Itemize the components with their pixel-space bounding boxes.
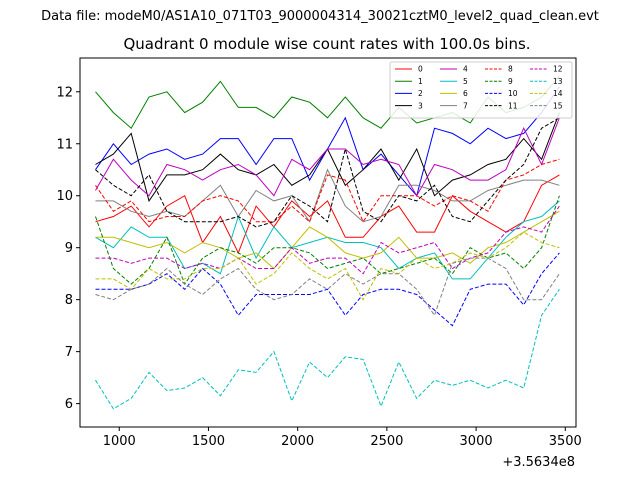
legend-label-15: 15 (553, 101, 563, 110)
series-layer (95, 75, 560, 410)
x-offset-label: +3.5634e8 (502, 455, 575, 470)
x-tick-label: 2000 (281, 434, 314, 449)
series-line-0 (95, 174, 560, 255)
x-axis: 1000 1500 2000 2500 3000 3500 (103, 427, 582, 449)
figure-suptitle: Data file: modeM0/AS1A10_071T03_90000043… (41, 9, 599, 24)
x-tick-label: 3000 (460, 434, 493, 449)
x-tick-label: 2500 (370, 434, 403, 449)
legend-label-5: 5 (463, 77, 468, 86)
series-line-10 (95, 252, 560, 327)
legend-label-1: 1 (418, 77, 423, 86)
legend-label-3: 3 (418, 101, 423, 110)
chart-title: Quadrant 0 module wise count rates with … (123, 35, 530, 53)
series-line-15 (95, 257, 560, 317)
legend-label-14: 14 (553, 89, 563, 98)
legend-label-2: 2 (418, 89, 423, 98)
x-tick-label: 1500 (192, 434, 225, 449)
legend-label-11: 11 (508, 101, 518, 110)
series-line-14 (95, 231, 560, 301)
legend-label-10: 10 (508, 89, 518, 98)
y-tick-label: 6 (65, 397, 73, 412)
legend-label-6: 6 (463, 89, 468, 98)
legend-label-0: 0 (418, 65, 423, 74)
y-tick-label: 12 (56, 85, 73, 100)
legend-label-9: 9 (508, 77, 513, 86)
x-tick-label: 3500 (549, 434, 582, 449)
legend-box (389, 61, 573, 119)
legend-label-12: 12 (553, 65, 563, 74)
legend-label-7: 7 (463, 101, 468, 110)
series-line-6 (95, 210, 560, 270)
plot-area (80, 58, 576, 427)
y-axis: 6 7 8 9 10 11 12 (56, 85, 80, 412)
series-line-12 (95, 205, 560, 275)
legend-label-4: 4 (463, 65, 468, 74)
series-line-13 (95, 289, 560, 410)
series-line-11 (95, 117, 560, 228)
series-line-4 (95, 117, 560, 197)
legend-label-13: 13 (553, 77, 563, 86)
y-tick-label: 9 (65, 241, 73, 256)
series-line-7 (95, 168, 560, 223)
x-tick-label: 1000 (103, 434, 136, 449)
y-tick-label: 11 (56, 137, 73, 152)
y-tick-label: 7 (65, 345, 73, 360)
legend-label-8: 8 (508, 65, 513, 74)
y-tick-label: 10 (56, 189, 73, 204)
y-tick-label: 8 (65, 293, 73, 308)
plot-frame (79, 57, 577, 428)
